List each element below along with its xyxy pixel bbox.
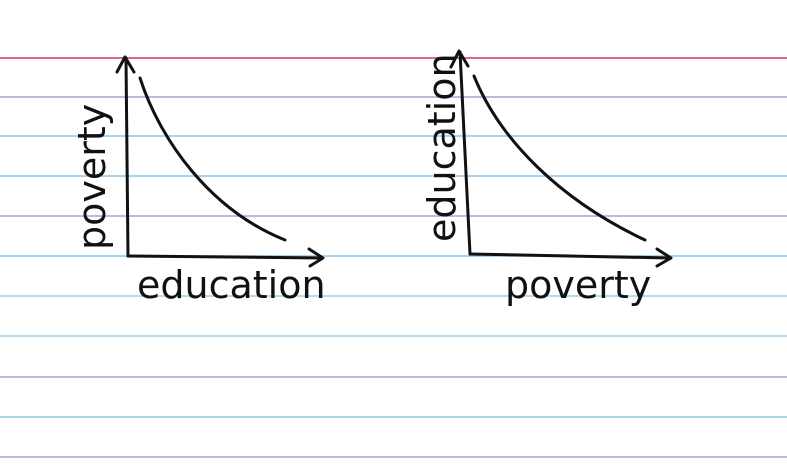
- y-axis: [458, 50, 472, 256]
- x-axis-label: poverty: [505, 263, 651, 307]
- y-axis-arrowhead: [449, 49, 470, 69]
- diagram-education-vs-poverty: education poverty: [420, 49, 673, 307]
- y-axis-arrowhead: [115, 55, 136, 74]
- y-axis: [124, 56, 130, 258]
- y-axis-label: poverty: [70, 104, 114, 250]
- diagram-poverty-vs-education: poverty education: [70, 55, 326, 307]
- decreasing-curve: [472, 74, 647, 242]
- decreasing-curve: [138, 76, 287, 242]
- y-axis-label: education: [420, 53, 464, 242]
- x-axis-arrowhead: [655, 247, 673, 268]
- x-axis: [126, 254, 324, 260]
- x-axis-arrowhead: [307, 247, 325, 268]
- x-axis: [468, 252, 672, 260]
- x-axis-label: education: [137, 263, 326, 307]
